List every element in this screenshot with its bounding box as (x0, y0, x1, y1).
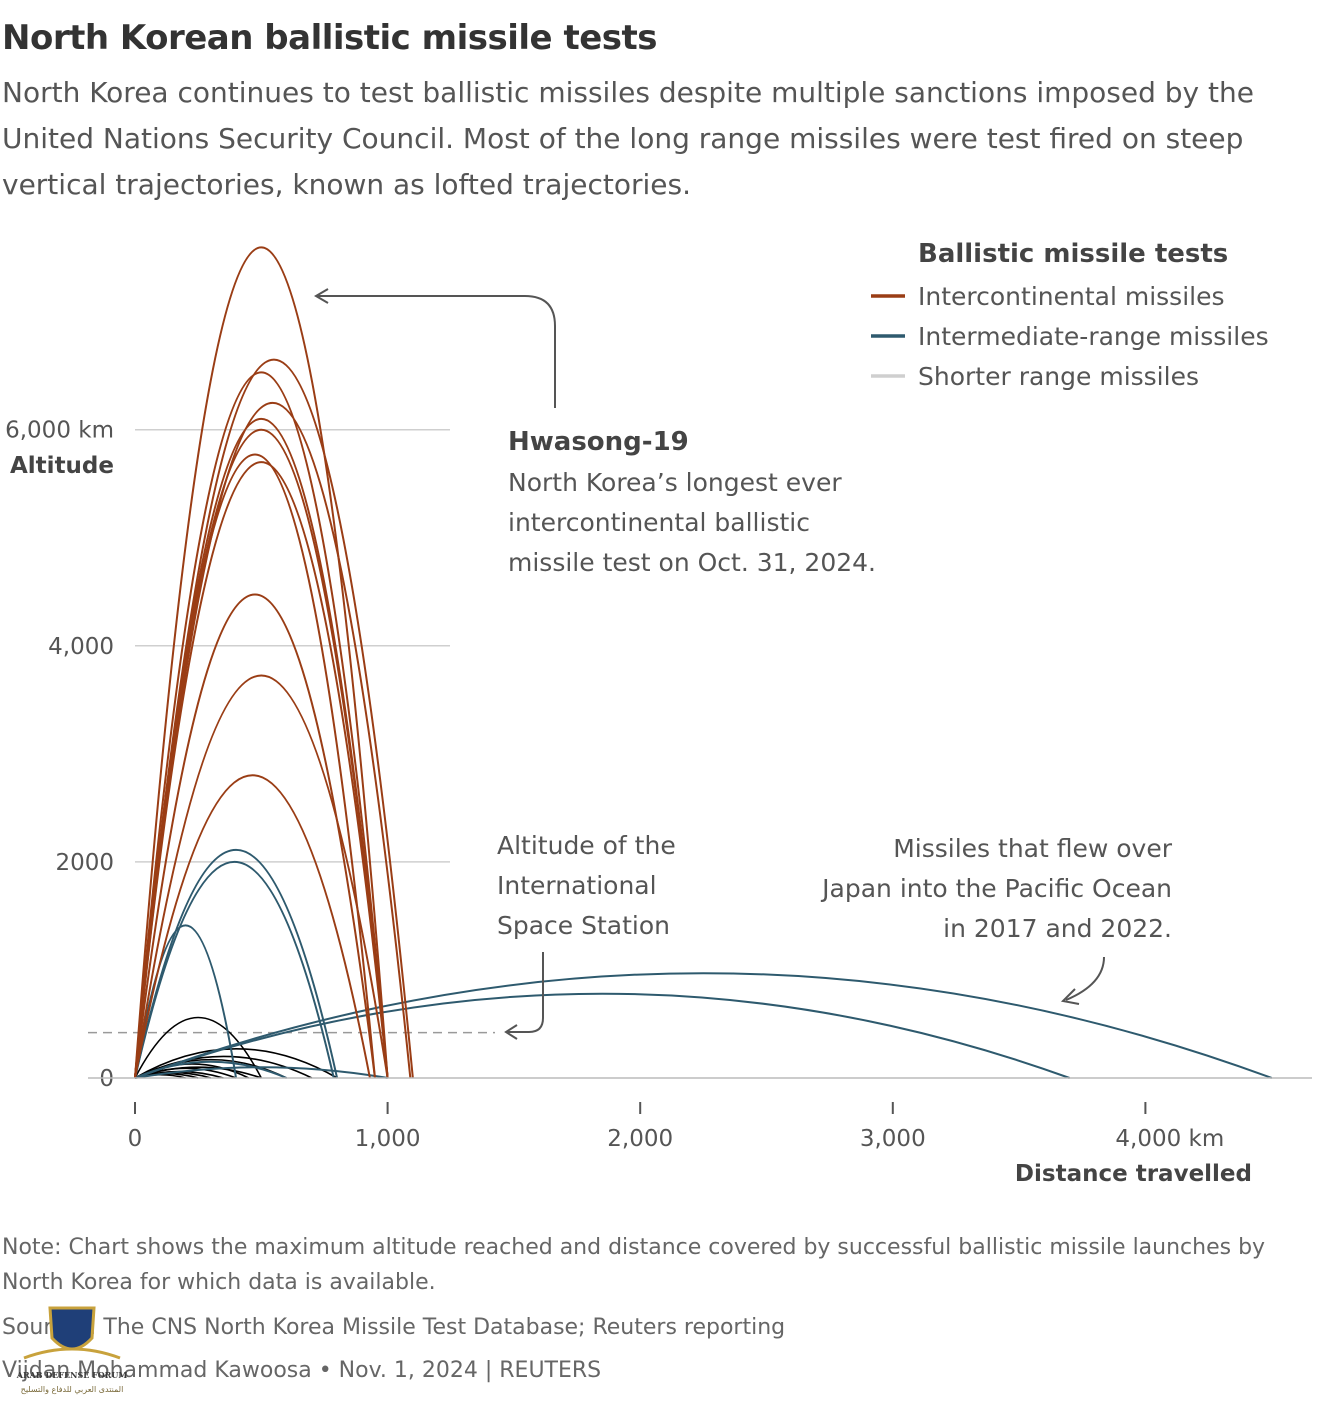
hwasong-annotation-line: intercontinental ballistic (508, 508, 810, 537)
intercontinental-trajectory (134, 453, 376, 1079)
y-tick-label: 2000 (55, 850, 114, 876)
legend-label-intermediate: Intermediate-range missiles (918, 322, 1269, 351)
shorter-trajectory (134, 1016, 263, 1079)
page-subtitle: North Korea continues to test ballistic … (2, 76, 1254, 201)
intermediate-trajectory (134, 992, 1070, 1079)
japan-annotation-line: Missiles that flew over (893, 834, 1173, 863)
intercontinental-trajectory (134, 593, 376, 1079)
legend-title: Ballistic missile tests (918, 239, 1228, 269)
japan-callout-arrow (1065, 956, 1105, 1001)
wings-icon (23, 1347, 121, 1360)
iss-annotation-line: Space Station (497, 911, 670, 940)
x-tick-label: 3,000 (860, 1126, 926, 1152)
hwasong-annotation-title: Hwasong-19 (508, 427, 689, 457)
x-tick-label: 4,000 km (1115, 1126, 1224, 1152)
shorter-trajectory (134, 1048, 338, 1079)
legend-label-intercontinental: Intercontinental missiles (918, 282, 1225, 311)
intercontinental-trajectory (134, 246, 389, 1079)
y-tick-label: 4,000 (48, 634, 114, 660)
axes: Distance travelled Altitude 0 1,000 2,000 3… (10, 453, 1312, 1187)
intercontinental-trajectory (134, 401, 412, 1079)
japan-arrow-head (1060, 988, 1080, 1005)
watermark-text: المنتدى العربي للدفاع والتسليح (21, 1385, 124, 1394)
watermark-logo: ARAB DEFENSE FORUM المنتدى العربي للدفاع… (16, 1306, 128, 1394)
intercontinental-trajectory (134, 774, 371, 1079)
x-tick-label: 0 (128, 1126, 143, 1152)
intermediate-trajectory (134, 849, 339, 1079)
intermediate-trajectory (134, 1060, 287, 1079)
intercontinental-trajectory (134, 674, 389, 1079)
annotations: Hwasong-19 North Korea’s longest ever in… (314, 288, 1173, 1040)
legend: Ballistic missile tests Intercontinental… (871, 239, 1269, 391)
intermediate-trajectory (134, 924, 238, 1079)
sources: Sources: The CNS North Korea Missile Tes… (2, 1315, 786, 1340)
y-tick-label: 0 (99, 1066, 114, 1092)
iss-callout-arrow (508, 952, 544, 1033)
iss-arrow-head (504, 1024, 518, 1040)
japan-annotation-line: in 2017 and 2022. (943, 914, 1172, 943)
iss-annotation-line: Altitude of the (497, 831, 676, 860)
intermediate-trajectory (134, 860, 335, 1079)
x-tick-label: 1,000 (355, 1126, 421, 1152)
intercontinental-trajectory (134, 461, 389, 1079)
intermediate-trajectory (134, 1066, 388, 1079)
iss-annotation-line: International (497, 871, 657, 900)
hwasong-arrow-head (314, 288, 329, 304)
intermediate-trajectory (134, 972, 1273, 1079)
x-tick-label: 2,000 (607, 1126, 673, 1152)
x-axis-label: Distance travelled (1015, 1161, 1252, 1187)
trajectory-chart: 0 2000 4,000 6,000 km Distance travelled Al… (5, 239, 1312, 1187)
gridlines: 0 2000 4,000 6,000 km (5, 418, 495, 1092)
credit-line: Vijdan Mohammad Kawoosa • Nov. 1, 2024 |… (2, 1358, 602, 1383)
footnote: Note: Chart shows the maximum altitude r… (2, 1235, 1266, 1295)
y-tick-label: 6,000 km (5, 418, 114, 444)
hwasong-callout-arrow (318, 295, 556, 408)
intercontinental-trajectory (134, 371, 389, 1079)
shield-icon (48, 1306, 96, 1351)
hwasong-annotation-line: missile test on Oct. 31, 2024. (508, 548, 876, 577)
watermark-text: ARAB DEFENSE FORUM (16, 1370, 128, 1380)
y-axis-label: Altitude (10, 453, 114, 479)
hwasong-annotation-line: North Korea’s longest ever (508, 468, 842, 497)
page-title: North Korean ballistic missile tests (2, 18, 657, 58)
legend-label-shorter: Shorter range missiles (918, 362, 1199, 391)
trajectory-series (134, 246, 1273, 1079)
japan-annotation-line: Japan into the Pacific Ocean (820, 874, 1172, 903)
